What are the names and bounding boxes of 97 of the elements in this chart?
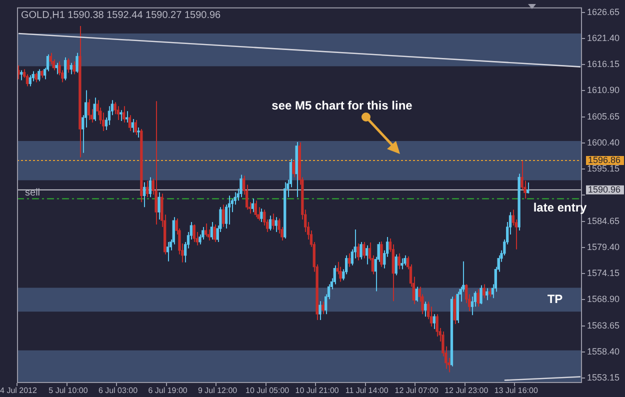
- y-tick-label: 1579.40: [587, 242, 620, 252]
- candlestick: [260, 208, 263, 223]
- candlestick: [120, 110, 122, 122]
- candlestick: [526, 182, 530, 194]
- y-tick-label: 1558.40: [587, 346, 620, 356]
- candlestick: [204, 223, 208, 237]
- candlestick: [49, 52, 52, 65]
- y-tick-label: 1574.15: [587, 268, 620, 278]
- candlestick: [28, 74, 32, 87]
- x-tick-label: 13 Jul 16:00: [494, 386, 538, 396]
- candlestick: [398, 252, 400, 270]
- y-tick-label: 1553.15: [587, 372, 620, 383]
- candlestick: [213, 224, 216, 242]
- band-label: TP: [547, 292, 563, 306]
- candlestick: [192, 224, 196, 242]
- candlestick: [362, 241, 366, 259]
- candlestick: [34, 72, 38, 83]
- candlestick: [453, 294, 456, 325]
- candlestick: [254, 200, 257, 218]
- candlestick: [210, 222, 214, 240]
- candlestick: [70, 62, 72, 75]
- candlestick: [146, 180, 149, 198]
- candlestick: [394, 254, 398, 276]
- x-tick-label: 11 Jul 14:00: [345, 386, 389, 396]
- candlestick: [268, 215, 272, 231]
- x-tick-label: 10 Jul 21:00: [295, 386, 340, 396]
- candlestick: [404, 254, 406, 266]
- candlestick: [93, 97, 96, 122]
- candlestick: [134, 120, 137, 136]
- ref-line-label: 1590.96: [588, 184, 621, 194]
- ref-line-label: sell: [25, 188, 40, 199]
- candlestick: [148, 176, 152, 198]
- x-tick-label: 4 Jul 2012: [0, 386, 38, 396]
- candlestick: [415, 286, 418, 302]
- candlestick: [432, 314, 436, 330]
- y-tick-label: 1616.15: [587, 59, 620, 70]
- candlestick: [26, 74, 29, 87]
- y-tick-label: 1595.15: [587, 164, 620, 174]
- candlestick: [251, 198, 254, 213]
- candlestick: [272, 213, 274, 230]
- candlestick: [366, 244, 368, 265]
- y-tick-label: 1563.65: [587, 320, 620, 330]
- candlestick: [154, 100, 158, 226]
- annotation: see M5 chart for this line: [272, 98, 413, 112]
- candlestick: [32, 70, 34, 82]
- candlestick: [333, 264, 336, 285]
- y-tick-label: 1600.40: [587, 137, 620, 148]
- candlestick: [125, 110, 128, 124]
- x-tick-label: 6 Jul 19:00: [148, 386, 188, 396]
- candlestick: [356, 242, 360, 261]
- annotation: late entry: [533, 200, 587, 214]
- candlestick: [228, 195, 231, 226]
- candlestick: [166, 241, 170, 262]
- candlestick: [137, 127, 140, 138]
- candlestick: [274, 216, 278, 232]
- candlestick: [400, 258, 404, 270]
- candlestick: [38, 68, 40, 82]
- candlestick: [116, 106, 120, 121]
- y-tick-label: 1626.65: [587, 6, 620, 17]
- candlestick: [380, 240, 383, 268]
- candlestick: [424, 301, 427, 318]
- x-tick-label: 10 Jul 05:00: [246, 386, 290, 396]
- candlestick: [360, 241, 362, 260]
- candlestick: [348, 252, 351, 268]
- candlestick: [292, 159, 295, 178]
- candlestick: [318, 300, 322, 321]
- candlestick: [222, 204, 225, 228]
- y-tick-label: 1610.90: [587, 85, 620, 96]
- candlestick: [480, 284, 482, 305]
- ref-line-label: 1596.86: [588, 155, 621, 166]
- candlestick: [339, 266, 342, 282]
- candlestick: [476, 288, 480, 308]
- candlestick: [64, 56, 67, 81]
- chart-title: GOLD,H1 1590.38 1592.44 1590.27 1590.96: [21, 10, 222, 22]
- candlestick: [143, 182, 146, 208]
- candlestick: [122, 106, 126, 124]
- candlestick: [76, 52, 78, 74]
- x-tick-label: 5 Jul 10:00: [48, 386, 88, 396]
- x-tick-label: 12 Jul 07:00: [394, 386, 439, 396]
- candlestick: [322, 301, 324, 315]
- y-tick-label: 1584.65: [587, 216, 620, 226]
- candlestick: [55, 62, 58, 75]
- candlestick: [66, 58, 70, 74]
- y-tick-label: 1621.40: [587, 32, 620, 43]
- candlestick: [486, 288, 488, 301]
- candlestick: [128, 114, 132, 132]
- y-tick-label: 1568.90: [587, 294, 620, 304]
- candlestick: [482, 284, 486, 299]
- candlestick: [72, 60, 76, 75]
- x-tick-label: 12 Jul 23:00: [444, 386, 489, 396]
- candlestick: [87, 98, 90, 121]
- candlestick: [131, 118, 134, 133]
- y-tick-label: 1605.65: [587, 111, 620, 122]
- candlestick: [240, 174, 242, 198]
- x-tick-label: 6 Jul 03:00: [98, 386, 138, 396]
- candlestick: [158, 192, 160, 220]
- x-tick-label: 9 Jul 12:00: [198, 386, 238, 396]
